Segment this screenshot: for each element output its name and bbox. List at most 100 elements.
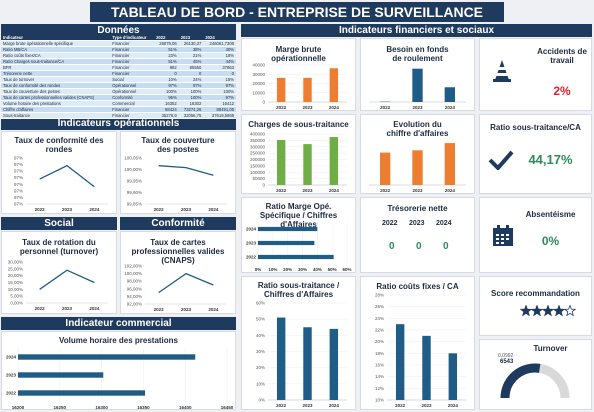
- y-tick-label: 50%: [256, 317, 265, 322]
- x-tick-label: 16250: [54, 405, 67, 410]
- y-tick-label: 60%: [256, 301, 265, 306]
- card-title: Ratio sous-traitance/CA: [490, 123, 581, 132]
- y-tick-label: 0%: [258, 398, 265, 403]
- table-row: Taux de cartes professionnelles valides …: [1, 94, 236, 101]
- card-title: Accidents de travail: [537, 47, 587, 65]
- card-title: Ratio coûts fixes / CA: [376, 282, 459, 291]
- tresorerie-value-2024: 0: [443, 241, 449, 252]
- table-cell: 44%: [203, 58, 236, 65]
- y-tick-label: 2022: [6, 391, 17, 396]
- x-tick-label: 2024: [445, 188, 456, 193]
- table-cell: Financier: [110, 64, 155, 71]
- x-tick-label: 0%: [255, 267, 262, 272]
- table-row: Sous-traitance Financier 35276,9 32056,75 37…: [1, 112, 236, 119]
- bar: [303, 144, 312, 185]
- bar: [412, 150, 423, 185]
- series-line: [158, 272, 214, 294]
- x-tick-label: 60%: [342, 267, 351, 272]
- table-row: Taux de turnover Social 10% 24% 15%: [1, 76, 236, 83]
- card-turnover: Taux de rotation du personnel (turnover)…: [1, 231, 117, 314]
- traffic-cone-icon: [493, 60, 511, 82]
- bar: [329, 328, 339, 400]
- card-title: Marge brute opérationnelle: [271, 45, 326, 63]
- bar: [329, 68, 339, 102]
- x-tick-label: 2024: [448, 403, 459, 408]
- table-cell: 16412: [203, 100, 236, 107]
- y-tick-label: 40%: [256, 333, 265, 338]
- table-cell: Taux de couverture des postes: [1, 88, 111, 95]
- y-tick-label: 98,00%: [127, 279, 142, 284]
- card-ratio-marge: Ratio Marge Opé. Spécifique / Chiffres d…: [241, 197, 356, 273]
- chart-ratio-marge: 0% 10% 20% 30% 40% 50% 60% 2024 2023 2022: [246, 222, 352, 272]
- bar: [258, 226, 318, 232]
- table-cell: 97%: [203, 82, 236, 89]
- chart-bfr: 2022 2023 2024: [369, 68, 466, 110]
- y-tick-label: 92,00%: [127, 302, 142, 307]
- gauge-top-label: 0,0992: [498, 353, 514, 359]
- table-cell: Opérationnel: [110, 88, 155, 95]
- y-tick-label: 14%: [375, 374, 384, 379]
- y-tick-label: 0,00%: [10, 301, 23, 306]
- table-cell: Ratio MB/CA: [1, 46, 111, 53]
- y-tick-label: 94,00%: [127, 294, 142, 299]
- table-row: Chiffre d'affaires Financier 68424 73274,26…: [1, 106, 236, 113]
- bar: [18, 390, 146, 396]
- y-tick-label: 20%: [256, 365, 265, 370]
- x-tick-label: 2024: [89, 207, 100, 212]
- table-cell: 88491,05: [203, 106, 236, 113]
- table-cell: Financier: [110, 40, 155, 47]
- table-cell: 100%: [203, 88, 236, 95]
- table-cell: 23%: [154, 52, 179, 59]
- table-cell: Conformité: [110, 94, 155, 101]
- x-tick-label: 2022: [395, 403, 406, 408]
- card-title: Taux de rotation du personnel (turnover): [19, 238, 99, 256]
- x-tick-label: 2023: [412, 188, 423, 193]
- table-row: Marge brute opérationnelle spécifique Fin…: [1, 40, 236, 47]
- y-tick-label: 24%: [375, 316, 384, 321]
- table-cell: 24%: [178, 76, 204, 83]
- y-tick-label: 100,00%: [124, 167, 142, 172]
- y-tick-label: 30%: [256, 349, 265, 354]
- ratio-st-ca-value: 44,17%: [528, 152, 573, 167]
- card-turnover-gauge: Turnover 0,0992 6543: [479, 339, 592, 410]
- card-couverture: Taux de couverture des postes 100,05% 100…: [120, 131, 236, 214]
- accidents-value: 2%: [553, 84, 571, 98]
- table-cell: 40%: [203, 46, 236, 53]
- star: [563, 305, 577, 317]
- card-title: Taux de conformité des rondes: [14, 136, 104, 154]
- chart-rondes: 97%97%97%97%97%97%97%97%2022 2023 2024: [14, 156, 108, 212]
- table-cell: 246061,7308: [203, 40, 236, 47]
- bar: [448, 353, 458, 400]
- y-tick-label: 97%: [14, 162, 23, 167]
- y-tick-label: 30000: [252, 72, 265, 77]
- x-tick-label: 2022: [380, 188, 391, 193]
- y-tick-label: 2024: [246, 227, 257, 232]
- card-tresorerie: Trésorerie nette 2022 2023 2024 0 0 0: [360, 197, 475, 273]
- y-tick-label: 99,95%: [127, 179, 142, 184]
- y-tick-label: 40000: [252, 63, 265, 68]
- x-tick-label: 16300: [95, 405, 108, 410]
- card-title: Trésorerie nette: [387, 204, 448, 213]
- table-cell: Ratio Charges sous-traitance/CA: [1, 58, 111, 65]
- x-tick-label: 2024: [329, 188, 340, 193]
- tresorerie-year-2023: 2023: [409, 220, 425, 227]
- table-cell: 38%: [178, 46, 204, 53]
- card-evolution-ca: Evolution du chiffre d'affaires 2022 2023…: [360, 114, 475, 194]
- y-tick-label: 20%: [375, 339, 384, 344]
- section-financiers: Indicateurs financiers et sociaux: [241, 24, 592, 37]
- table-cell: 32056,75: [178, 112, 204, 119]
- table-cell: Financier: [110, 46, 155, 53]
- y-tick-label: 97%: [14, 156, 23, 161]
- y-tick-label: 97%: [14, 202, 23, 207]
- table-cell: Commercial: [110, 100, 155, 107]
- bar: [303, 327, 312, 400]
- card-title: Absentéisme: [525, 210, 576, 219]
- table-cell: Financier: [110, 70, 155, 77]
- table-cell: 35276,9: [154, 112, 179, 119]
- bar: [444, 143, 456, 185]
- table-row: Ratio Charges sous-traitance/CA Financier…: [1, 58, 236, 65]
- card-accidents: Accidents de travail 2%: [479, 38, 592, 111]
- x-tick-label: 16450: [221, 405, 234, 410]
- x-tick-label: 2022: [154, 307, 165, 312]
- card-cnaps: Taux de cartes professionnelles valides …: [120, 231, 236, 314]
